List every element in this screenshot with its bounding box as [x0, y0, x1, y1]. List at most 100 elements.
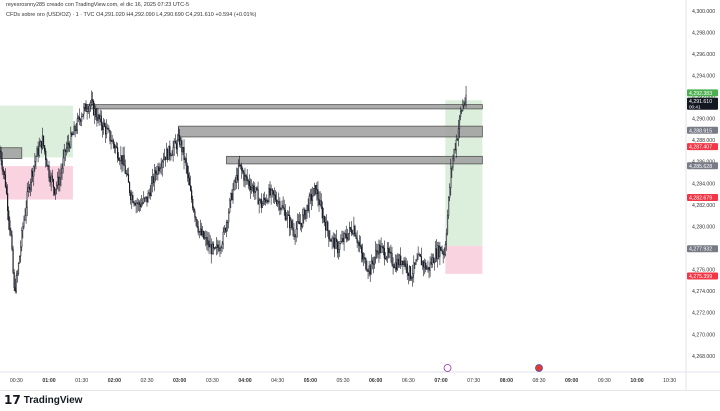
x-tick-label: 02:00 [108, 378, 121, 384]
candle-body [394, 267, 395, 268]
candle-body [114, 144, 115, 148]
candle-body [66, 148, 67, 152]
candle-body [208, 241, 209, 245]
candle-body [37, 149, 38, 157]
candle-body [148, 193, 149, 202]
candle-body [138, 203, 139, 204]
candle-body [40, 141, 41, 146]
candle-body [254, 191, 255, 193]
candle-body [429, 267, 430, 270]
candle-body [361, 246, 362, 252]
y-tick-label: 4,280.000 [692, 224, 715, 230]
candle-body [186, 158, 187, 165]
candle-body [347, 238, 348, 240]
candle-body [340, 241, 341, 243]
candle-body [285, 210, 286, 220]
candle-body [77, 119, 78, 130]
candle-body [238, 165, 239, 180]
candle-body [358, 242, 359, 243]
candle-body [346, 234, 347, 238]
candle-body [343, 238, 344, 242]
candle-body [260, 199, 261, 200]
candle-body [336, 239, 337, 242]
candle-body [150, 193, 151, 196]
candle-body [384, 248, 385, 258]
candle-body [269, 188, 270, 202]
candle-body [276, 200, 277, 204]
candle-body [160, 169, 161, 171]
price-axis-label-text: 4,287.407 [689, 145, 712, 151]
candle-body [192, 199, 193, 208]
candle-body [166, 149, 167, 159]
candle-body [5, 175, 6, 187]
candle-body [38, 149, 39, 156]
symbol-name: CFDs sobre oro (USD/OZ) · 1 · TVC [6, 12, 95, 18]
candle-body [271, 189, 272, 195]
candle-body [311, 194, 312, 200]
candle-body [327, 222, 328, 231]
candle-body [119, 160, 120, 161]
candle-body [458, 129, 459, 140]
candle-body [196, 217, 197, 219]
candle-body [122, 155, 123, 164]
candle-body [381, 246, 382, 252]
candle-body [209, 241, 210, 247]
x-tick-label: 10:00 [630, 378, 643, 384]
candle-body [233, 189, 234, 199]
candle-body [313, 188, 314, 196]
candle-body [319, 199, 320, 204]
candle-body [277, 201, 278, 204]
candle-body [367, 269, 368, 271]
candle-body [251, 187, 252, 190]
candle-body [344, 233, 345, 241]
candle-body [11, 230, 12, 235]
candle-body [226, 222, 227, 231]
candle-body [55, 189, 56, 194]
candle-body [117, 148, 118, 159]
candle-body [360, 245, 361, 246]
candle-body [446, 233, 447, 244]
candle-body [217, 245, 218, 248]
candle-body [296, 229, 297, 236]
candle-body [12, 235, 13, 249]
candle-body [281, 209, 282, 210]
candle-body [440, 247, 441, 257]
candle-body [386, 257, 387, 259]
candle-body [409, 267, 410, 276]
candle-body [118, 158, 119, 160]
candle-body [104, 123, 105, 126]
candle-body [352, 233, 353, 234]
candle-body [375, 251, 376, 258]
candle-body [27, 192, 28, 208]
candle-body [408, 273, 409, 276]
candle-body [211, 245, 212, 254]
candle-body [2, 161, 3, 170]
candle-body [34, 161, 35, 166]
candle-body [275, 195, 276, 200]
x-tick-label: 01:00 [42, 378, 55, 384]
candle-body [349, 228, 350, 234]
candle-body [223, 232, 224, 244]
brand-label: TradingView [24, 395, 83, 406]
candle-body [151, 183, 152, 195]
candle-body [299, 222, 300, 224]
y-tick-label: 4,268.000 [692, 354, 715, 360]
candle-body [32, 171, 33, 176]
candle-body [323, 216, 324, 218]
candle-body [53, 179, 54, 187]
candle-body [239, 165, 240, 166]
candle-body [305, 210, 306, 219]
candle-body [107, 128, 108, 129]
candle-body [310, 194, 311, 196]
candle-body [463, 103, 464, 105]
y-tick-label: 4,272.000 [692, 311, 715, 317]
candle-body [4, 172, 5, 175]
candle-body [335, 239, 336, 249]
x-tick-label: 03:30 [206, 378, 219, 384]
candle-body [1, 151, 2, 161]
candle-body [116, 147, 117, 148]
candle-body [22, 226, 23, 230]
long-position-loss-zone-right [445, 246, 482, 274]
tradingview-brand[interactable]: 17 TradingView [4, 393, 82, 407]
